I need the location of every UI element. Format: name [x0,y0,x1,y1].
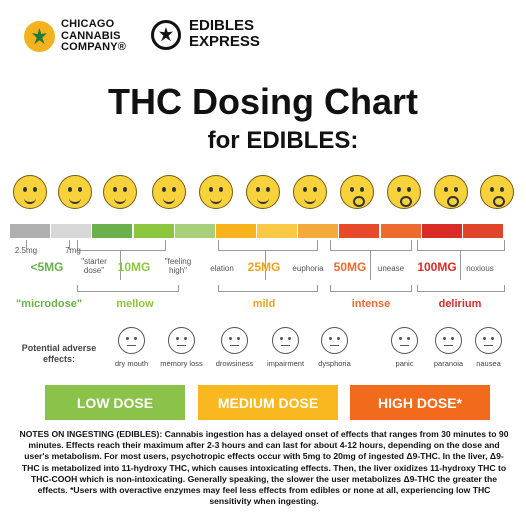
logo1-line3: COMPANY® [61,41,127,53]
intense-category-bracket [330,285,412,292]
scale-segment [92,224,133,238]
adverse-face-icon [118,327,145,354]
low-dose-label: LOW DOSE [76,394,154,411]
label-unease: unease [377,264,405,273]
scale-segment [462,224,503,238]
scale-segment [215,224,256,238]
emoji-face-icon [340,175,374,209]
dose-25mg: 25MG [247,260,281,274]
emoji-face-icon [246,175,280,209]
emoji-face-icon [387,175,421,209]
label-feeling-high: "feeling high" [164,257,192,275]
label-noxious: noxious [466,264,494,273]
scale-segment [298,224,339,238]
mild-category-bracket [218,285,318,292]
label-elation: elation [210,264,234,273]
emoji-face-icon [103,175,137,209]
scale-segment [51,224,92,238]
category-mellow: mellow [116,298,154,310]
scale-segment [421,224,462,238]
adverse-face-icon [435,327,462,354]
mellow-bracket [77,240,166,251]
scale-segment [174,224,215,238]
ingestion-notes: NOTES ON INGESTING (EDIBLES): Cannabis i… [19,429,509,507]
adverse-effect-label: panic [395,359,414,368]
adverse-effect-label: impairment [266,359,305,368]
scale-segment [133,224,174,238]
emoji-face-icon [293,175,327,209]
adverse-effect-label: nausea [476,359,501,368]
low-dose-box: LOW DOSE [45,385,185,420]
category-mild: mild [252,298,276,310]
dose-10mg: 10MG [117,260,151,274]
adverse-effect-label: dry mouth [114,359,149,368]
label-7mg: 7mg [65,246,81,255]
adverse-effect-label: memory loss [160,359,203,368]
adverse-effects-heading: Potential adverse effects: [21,343,97,364]
delirium-category-bracket [417,285,505,292]
scale-tick [120,250,121,280]
adverse-face-icon [321,327,348,354]
intense-bracket [330,240,412,251]
logo2-line2: EXPRESS [189,33,260,50]
scale-tick [370,250,371,280]
adverse-effect-label: paranoia [433,359,464,368]
scale-segment [339,224,380,238]
page-subtitle: for EDIBLES: [207,127,359,154]
adverse-effect-label: drowsiness [215,359,254,368]
emoji-face-icon [152,175,186,209]
euphoria-bracket [218,240,318,251]
high-dose-box: HIGH DOSE* [350,385,490,420]
page-title: THC Dosing Chart [108,81,418,122]
label-2-5mg: 2.5mg [14,246,38,255]
scale-segment [10,224,51,238]
scale-segment [257,224,298,238]
delirium-bracket [417,240,505,251]
category-intense: intense [351,298,391,310]
scale-tick [265,250,266,280]
scale-tick [26,240,27,250]
mellow-category-bracket [77,285,179,292]
logo1-line2: CANNABIS [61,29,121,42]
dose-50mg: 50MG [333,260,367,274]
category-microdose: "microdose" [15,298,83,310]
adverse-effect-label: dysphoria [318,359,351,368]
category-delirium: delirium [438,298,482,310]
scale-tick [460,250,461,280]
adverse-face-icon [221,327,248,354]
emoji-face-icon [58,175,92,209]
dose-100mg: 100MG [417,260,457,274]
emoji-face-icon [434,175,468,209]
medium-dose-label: MEDIUM DOSE [217,394,319,411]
logo1-line1: CHICAGO [61,18,115,30]
scale-segment [380,224,421,238]
label-euphoria: euphoria [292,264,324,273]
adverse-face-icon [391,327,418,354]
chicago-cannabis-logo-text: CHICAGO CANNABIS COMPANY® [61,18,127,54]
emoji-face-icon [199,175,233,209]
adverse-face-icon [475,327,502,354]
adverse-face-icon [168,327,195,354]
scale-tick [69,240,70,250]
emoji-face-icon [480,175,514,209]
chicago-cannabis-logo-icon [24,21,55,52]
medium-dose-box: MEDIUM DOSE [198,385,338,420]
edibles-express-logo-text: EDIBLES EXPRESS [189,18,260,50]
dose-5mg: <5MG [30,260,64,274]
emoji-face-icon [13,175,47,209]
edibles-express-logo-icon [151,20,181,50]
label-starter-dose: "starter dose" [81,257,107,275]
logo2-line1: EDIBLES [189,17,255,34]
adverse-face-icon [272,327,299,354]
high-dose-label: HIGH DOSE* [377,394,462,411]
